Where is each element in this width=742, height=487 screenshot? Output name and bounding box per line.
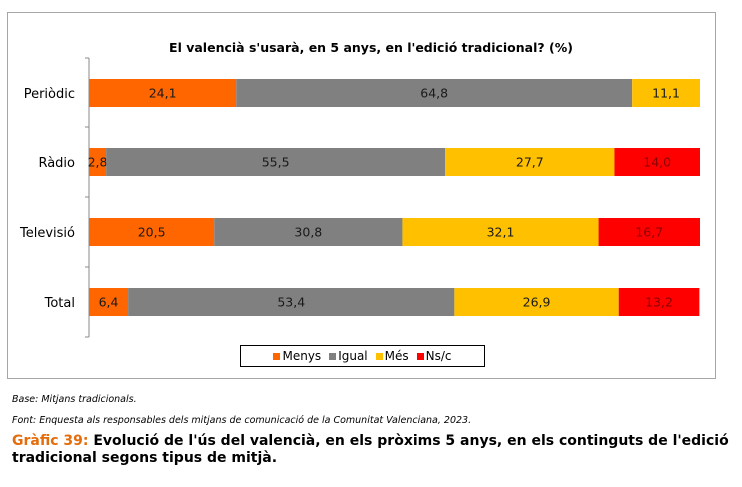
bar-segment-nsc xyxy=(614,148,700,176)
bar-segment-igual xyxy=(236,79,633,107)
base-note: Base: Mitjans tradicionals. xyxy=(12,394,137,405)
caption-lead: Gràfic 39: xyxy=(12,433,89,449)
data-label: 13,2 xyxy=(645,295,673,310)
data-label: 53,4 xyxy=(277,295,305,310)
legend-label: Ns/c xyxy=(425,349,452,363)
bar-segment-nsc xyxy=(618,288,700,316)
bar-segment-nsc xyxy=(598,218,700,246)
bar-segment-ms xyxy=(632,79,700,107)
data-label: 11,1 xyxy=(652,86,680,101)
data-label: 16,7 xyxy=(635,225,663,240)
data-label: 55,5 xyxy=(262,155,290,170)
legend: Menys Igual Més Ns/c xyxy=(240,345,485,367)
legend-item-menys: Menys xyxy=(273,349,321,363)
category-label: Total xyxy=(44,296,75,311)
bar-segment-menys xyxy=(89,148,107,176)
caption-text: Evolució de l'ús del valencià, en els pr… xyxy=(12,433,729,466)
legend-label: Més xyxy=(384,349,409,363)
data-label: 14,0 xyxy=(643,155,671,170)
data-label: 30,8 xyxy=(294,225,322,240)
bar-segment-igual xyxy=(106,148,446,176)
bar-segment-igual xyxy=(128,288,455,316)
data-label: 27,7 xyxy=(516,155,544,170)
data-label: 20,5 xyxy=(138,225,166,240)
legend-label: Igual xyxy=(338,349,368,363)
data-label: 26,9 xyxy=(523,295,551,310)
bar-segment-ms xyxy=(454,288,619,316)
category-label: Televisió xyxy=(19,226,75,241)
source-note: Font: Enquesta als responsables dels mit… xyxy=(12,415,472,426)
bar-segment-menys xyxy=(89,218,215,246)
chart-frame xyxy=(7,12,716,379)
bar-segment-menys xyxy=(89,288,129,316)
bar-segment-igual xyxy=(214,218,403,246)
legend-item-mes: Més xyxy=(375,349,409,363)
figure-caption: Gràfic 39: Evolució de l'ús del valencià… xyxy=(12,433,732,467)
category-label: Ràdio xyxy=(38,156,75,171)
legend-item-nsc: Ns/c xyxy=(416,349,452,363)
data-label: 6,4 xyxy=(99,295,119,310)
chart-title: El valencià s'usarà, en 5 anys, en l'edi… xyxy=(169,40,573,55)
data-label: 2,8 xyxy=(88,155,108,170)
legend-swatch-mes xyxy=(375,352,383,360)
legend-swatch-igual xyxy=(329,352,337,360)
bar-segment-ms xyxy=(402,218,599,246)
bar-segment-ms xyxy=(445,148,615,176)
category-label: Periòdic xyxy=(24,87,75,102)
data-label: 64,8 xyxy=(420,86,448,101)
data-label: 24,1 xyxy=(149,86,177,101)
legend-item-igual: Igual xyxy=(329,349,368,363)
bar-segment-menys xyxy=(89,79,237,107)
legend-label: Menys xyxy=(282,349,322,363)
legend-swatch-menys xyxy=(273,352,281,360)
legend-swatch-nsc xyxy=(416,352,424,360)
data-label: 32,1 xyxy=(487,225,515,240)
